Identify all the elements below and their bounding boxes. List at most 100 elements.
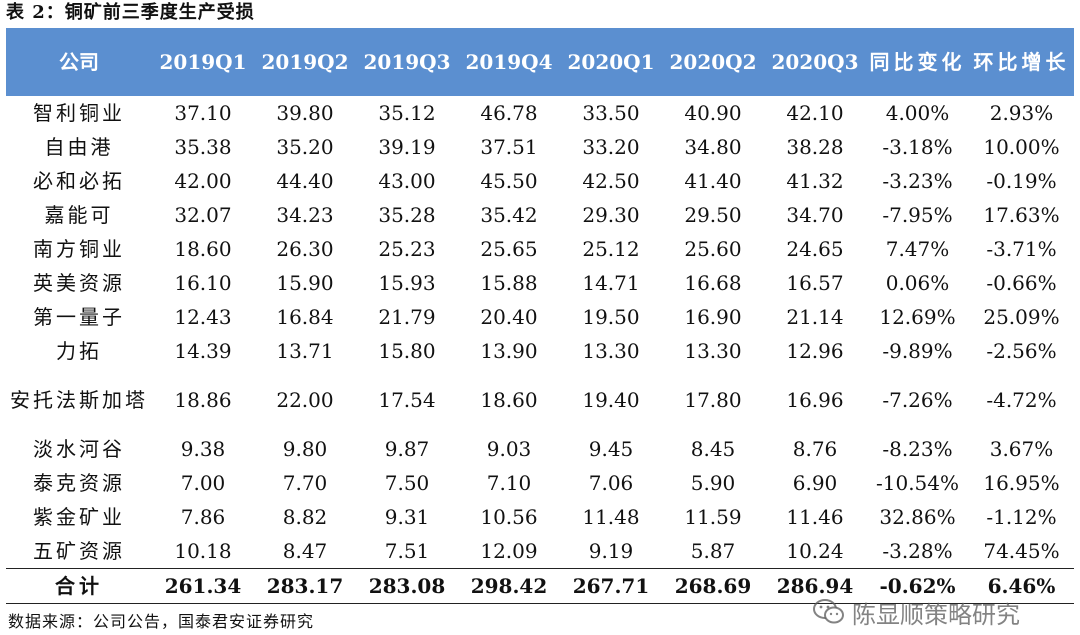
value-cell: 261.34 (152, 568, 254, 604)
value-cell: 11.48 (582, 505, 640, 529)
value-cell: 15.80 (378, 339, 436, 363)
value-cell: -3.71% (986, 237, 1057, 261)
value-cell: 283.08 (356, 568, 458, 604)
header-qoq-growth: 环比增长 (969, 28, 1074, 96)
value-cell: 8.47 (282, 539, 328, 563)
table-row: 自由港 35.38 35.20 39.19 37.51 33.20 34.80 38.28 -3… (6, 130, 1074, 164)
header-2019q1: 2019Q1 (152, 28, 254, 96)
source-note: 数据来源：公司公告，国泰君安证券研究 (8, 612, 315, 631)
value-cell: 9.31 (384, 505, 430, 529)
value-cell: 13.30 (684, 339, 742, 363)
value-cell: 24.65 (786, 237, 844, 261)
value-cell: 44.40 (276, 169, 334, 193)
value-cell: 16.10 (174, 271, 232, 295)
value-cell: 38.28 (786, 135, 844, 159)
value-cell: 17.80 (684, 388, 742, 412)
value-cell: 16.84 (276, 305, 334, 329)
header-2020q1: 2020Q1 (560, 28, 662, 96)
value-cell: 7.70 (282, 471, 328, 495)
table-row: 力拓 14.39 13.71 15.80 13.90 13.30 13.30 12.96 -9.… (6, 334, 1074, 368)
value-cell: 17.63% (983, 203, 1060, 227)
value-cell: 20.40 (480, 305, 538, 329)
value-cell: 39.19 (378, 135, 436, 159)
header-2020q2: 2020Q2 (662, 28, 764, 96)
value-cell: 18.86 (174, 388, 232, 412)
value-cell: 39.80 (276, 101, 334, 125)
value-cell: 37.51 (480, 135, 538, 159)
value-cell: 25.12 (582, 237, 640, 261)
value-cell: 41.32 (786, 169, 844, 193)
value-cell: 74.45% (983, 539, 1060, 563)
value-cell: 35.28 (378, 203, 436, 227)
company-name-cell: 安托法斯加塔 (10, 388, 148, 412)
value-cell: 25.09% (983, 305, 1060, 329)
header-2019q3: 2019Q3 (356, 28, 458, 96)
table-title: 表 2：铜矿前三季度生产受损 (6, 2, 255, 23)
value-cell: 41.40 (684, 169, 742, 193)
value-cell: 12.96 (786, 339, 844, 363)
value-cell: -3.23% (882, 169, 953, 193)
value-cell: 7.86 (180, 505, 226, 529)
header-2019q4: 2019Q4 (458, 28, 560, 96)
value-cell: -4.72% (986, 388, 1057, 412)
value-cell: 25.23 (378, 237, 436, 261)
value-cell: 25.65 (480, 237, 538, 261)
value-cell: 12.09 (480, 539, 538, 563)
value-cell: 14.39 (174, 339, 232, 363)
value-cell: -7.95% (882, 203, 953, 227)
value-cell: 10.00% (983, 135, 1060, 159)
value-cell: 26.30 (276, 237, 334, 261)
value-cell: 5.90 (690, 471, 736, 495)
value-cell: 16.68 (684, 271, 742, 295)
value-cell: 22.00 (276, 388, 334, 412)
value-cell: 35.20 (276, 135, 334, 159)
value-cell: 298.42 (458, 568, 560, 604)
value-cell: 7.10 (486, 471, 532, 495)
value-cell: 42.10 (786, 101, 844, 125)
value-cell: 8.82 (282, 505, 328, 529)
value-cell: -3.28% (882, 539, 953, 563)
value-cell: 34.80 (684, 135, 742, 159)
company-name-cell: 必和必拓 (33, 169, 125, 193)
value-cell: 14.71 (582, 271, 640, 295)
table-row: 第一量子 12.43 16.84 21.79 20.40 19.50 16.90 21.14 1… (6, 300, 1074, 334)
company-name-cell: 南方铜业 (33, 237, 125, 261)
wechat-icon (812, 598, 846, 626)
company-name-cell: 淡水河谷 (33, 437, 125, 461)
value-cell: -3.18% (882, 135, 953, 159)
copper-production-table: 公司 2019Q1 2019Q2 2019Q3 2019Q4 2020Q1 20… (6, 28, 1074, 604)
header-company: 公司 (6, 28, 152, 96)
value-cell: -0.66% (986, 271, 1057, 295)
value-cell: 17.54 (378, 388, 436, 412)
value-cell: 15.88 (480, 271, 538, 295)
value-cell: 35.12 (378, 101, 436, 125)
value-cell: 10.56 (480, 505, 538, 529)
table-row: 泰克资源 7.00 7.70 7.50 7.10 7.06 5.90 6.90 -10.54% 1… (6, 466, 1074, 500)
value-cell: 33.20 (582, 135, 640, 159)
value-cell: 16.90 (684, 305, 742, 329)
table-row: 嘉能可 32.07 34.23 35.28 35.42 29.30 29.50 34.70 -7… (6, 198, 1074, 232)
value-cell: 13.30 (582, 339, 640, 363)
value-cell: 11.46 (786, 505, 844, 529)
value-cell: -2.56% (986, 339, 1057, 363)
value-cell: 19.40 (582, 388, 640, 412)
header-2019q2: 2019Q2 (254, 28, 356, 96)
table-row: 五矿资源 10.18 8.47 7.51 12.09 9.19 5.87 10.24 -3.28… (6, 534, 1074, 569)
value-cell: 37.10 (174, 101, 232, 125)
value-cell: 13.90 (480, 339, 538, 363)
value-cell: 43.00 (378, 169, 436, 193)
value-cell: 3.67% (989, 437, 1054, 461)
value-cell: 33.50 (582, 101, 640, 125)
company-name-cell: 力拓 (56, 339, 102, 363)
value-cell: 15.93 (378, 271, 436, 295)
value-cell: 35.42 (480, 203, 538, 227)
value-cell: 286.94 (764, 568, 866, 604)
value-cell: -8.23% (882, 437, 953, 461)
company-name-cell: 紫金矿业 (33, 505, 125, 529)
company-name-cell: 英美资源 (33, 271, 125, 295)
company-name-cell: 五矿资源 (33, 539, 125, 563)
company-name-cell: 智利铜业 (33, 101, 125, 125)
value-cell: 8.45 (690, 437, 736, 461)
value-cell: 268.69 (662, 568, 764, 604)
value-cell: 42.50 (582, 169, 640, 193)
